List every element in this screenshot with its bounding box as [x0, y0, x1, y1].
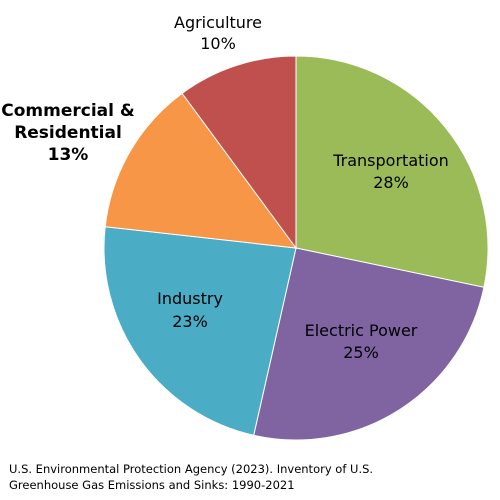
- pie-labels: Transportation 28% Electric Power 25% Indust…: [1, 13, 448, 362]
- slice-name-label: Residential: [14, 123, 122, 143]
- slice-label-commercial-residential: Commercial & Residential 13%: [1, 101, 135, 165]
- pie-slice-agriculture: [181, 55, 297, 250]
- pie-slice-electric-power: [253, 247, 485, 441]
- pie-slices: [103, 55, 489, 441]
- pie-slice-commercial-residential: [104, 92, 298, 249]
- slice-value-label: 25%: [343, 343, 379, 362]
- slice-value-label: 10%: [200, 34, 236, 53]
- pie-slice-transportation: [295, 55, 489, 288]
- slice-label-industry: Industry 23%: [157, 289, 223, 331]
- source-citation: U.S. Environmental Protection Agency (20…: [9, 461, 489, 493]
- slice-name-label: Electric Power: [305, 321, 418, 340]
- slice-value-label: 28%: [373, 173, 409, 192]
- slice-name-label: Agriculture: [174, 13, 262, 32]
- source-line-2: Greenhouse Gas Emissions and Sinks: 1990…: [9, 478, 295, 492]
- slice-value-label: 13%: [48, 145, 89, 165]
- pie-slice-industry: [103, 226, 297, 436]
- slice-name-label: Industry: [157, 289, 223, 308]
- slice-name-label: Commercial &: [1, 101, 135, 121]
- slice-label-transportation: Transportation 28%: [332, 151, 449, 192]
- source-line-1: U.S. Environmental Protection Agency (20…: [9, 462, 374, 476]
- slice-label-agriculture: Agriculture 10%: [174, 13, 262, 53]
- slice-value-label: 23%: [172, 312, 208, 331]
- slice-name-label: Transportation: [332, 151, 449, 170]
- slice-label-electric-power: Electric Power 25%: [305, 321, 418, 362]
- pie-chart: Transportation 28% Electric Power 25% Indust…: [1, 13, 489, 441]
